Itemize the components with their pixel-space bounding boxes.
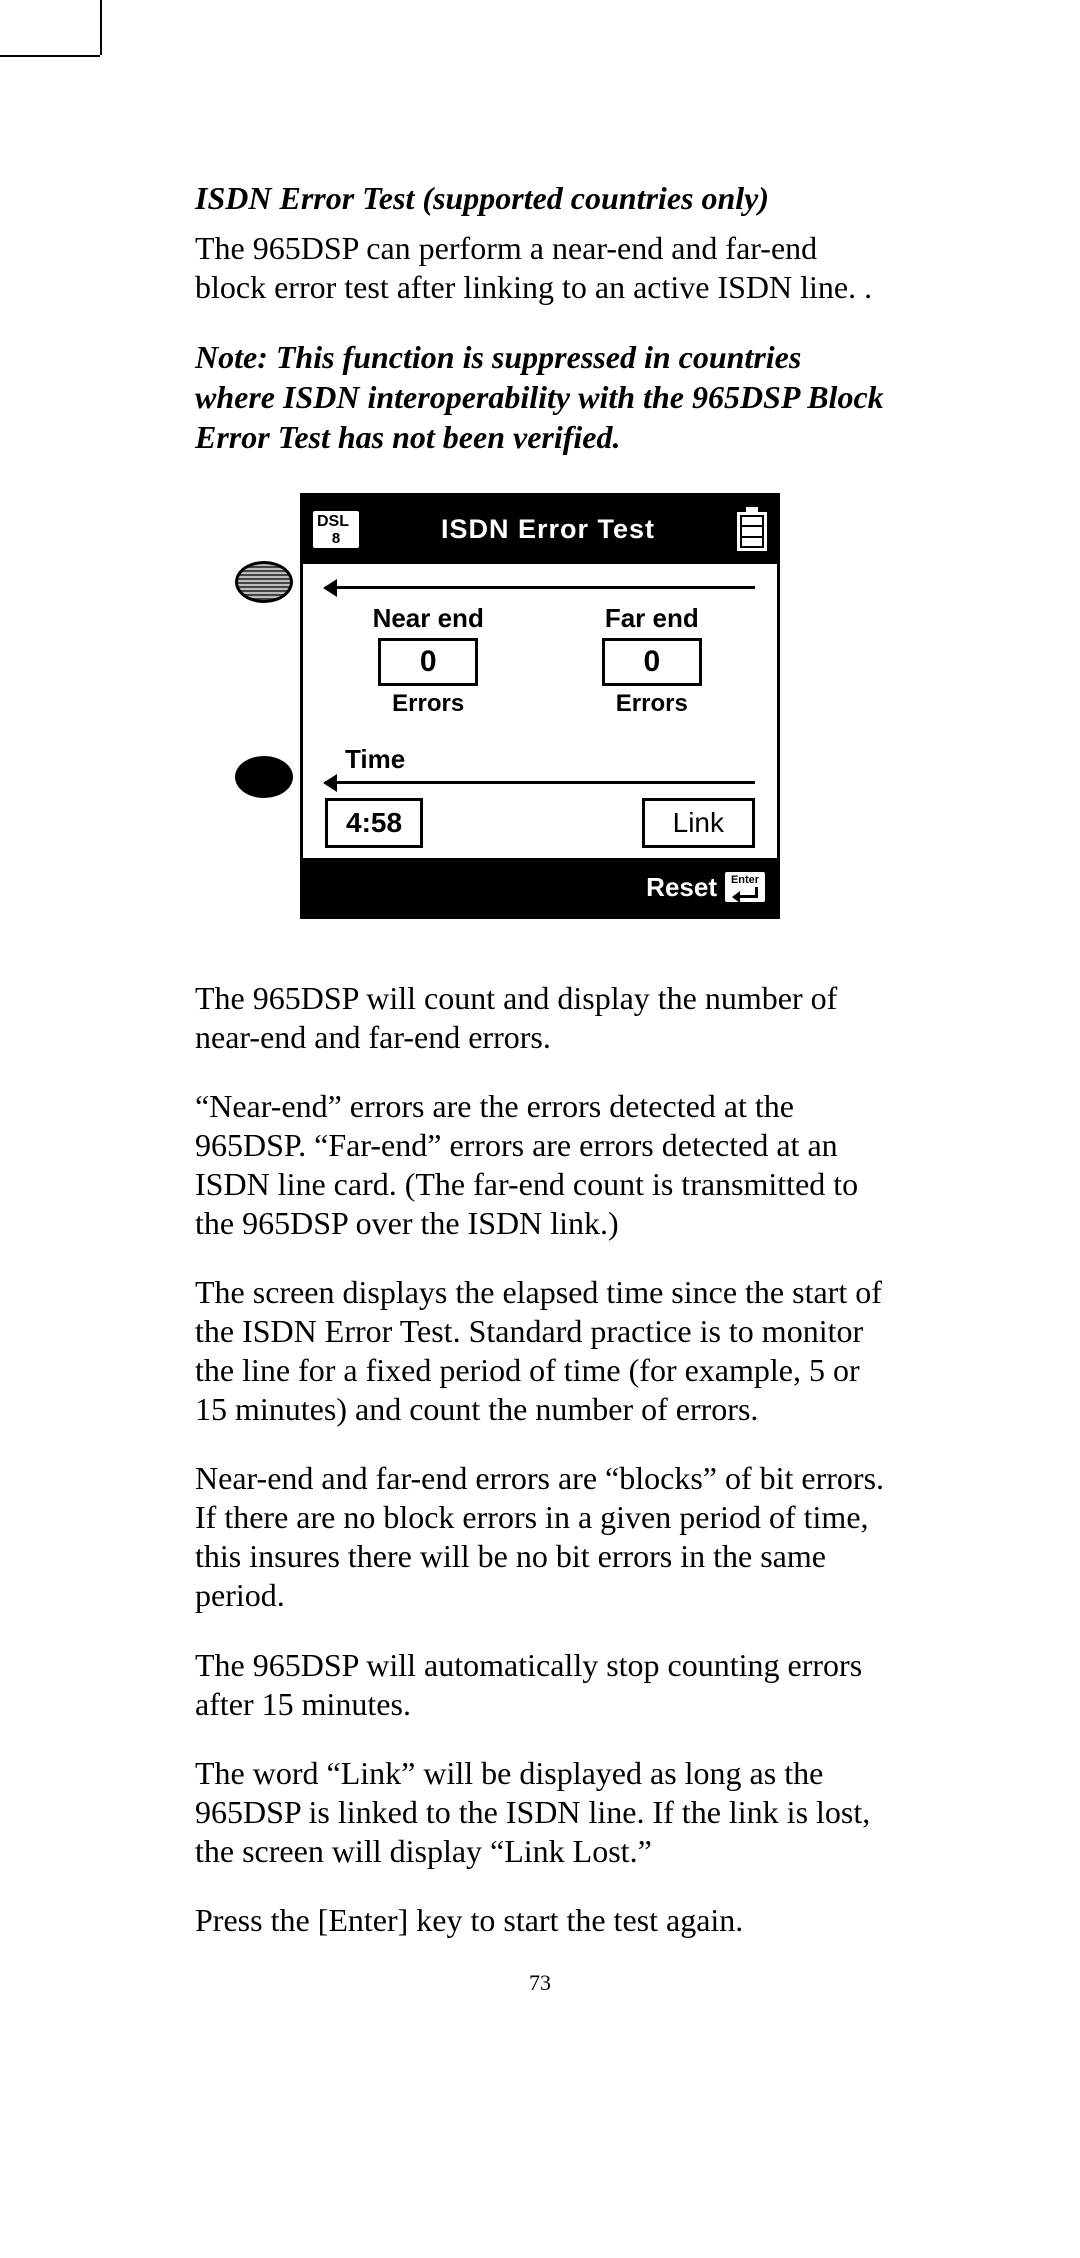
paragraph: The 965DSP will automatically stop count… (195, 1646, 885, 1724)
time-value: 4:58 (325, 798, 423, 848)
side-buttons (235, 561, 293, 951)
paragraph: The screen displays the elapsed time sin… (195, 1273, 885, 1429)
device-body: Near end 0 Errors Far end 0 Errors Time … (303, 564, 777, 858)
errors-row: Near end 0 Errors Far end 0 Errors (325, 603, 755, 718)
near-end-label: Near end (325, 603, 531, 634)
link-status: Link (642, 798, 755, 848)
far-end-label: Far end (549, 603, 755, 634)
device-screen: DSL 8 ISDN Error Test Near end (300, 493, 780, 919)
crop-mark (0, 55, 100, 57)
arrow-divider-icon (325, 781, 755, 784)
enter-key-label: Enter (731, 874, 759, 886)
device-figure: DSL 8 ISDN Error Test Near end (195, 493, 885, 919)
device-title: ISDN Error Test (441, 514, 655, 545)
dsl-badge: DSL 8 (313, 511, 359, 548)
page-number: 73 (195, 1970, 885, 1996)
enter-key-icon: Enter (725, 872, 765, 902)
reset-label: Reset (646, 872, 717, 903)
time-row: 4:58 Link (325, 798, 755, 848)
errors-label: Errors (325, 690, 531, 718)
crop-mark (100, 0, 102, 55)
side-button-bottom (235, 756, 293, 798)
device-header: DSL 8 ISDN Error Test (303, 496, 777, 564)
paragraph: Press the [Enter] key to start the test … (195, 1901, 885, 1940)
far-end-value: 0 (602, 638, 702, 686)
arrow-divider-icon (325, 586, 755, 589)
dsl-label: DSL (317, 513, 349, 530)
far-end-column: Far end 0 Errors (549, 603, 755, 718)
time-section: Time 4:58 Link (325, 744, 755, 848)
battery-icon (737, 507, 767, 551)
paragraph: Near-end and far-end errors are “blocks”… (195, 1459, 885, 1615)
near-end-value: 0 (378, 638, 478, 686)
near-end-column: Near end 0 Errors (325, 603, 531, 718)
time-label: Time (345, 744, 755, 775)
paragraph: The 965DSP will count and display the nu… (195, 979, 885, 1057)
device-footer: Reset Enter (303, 858, 777, 916)
note-paragraph: Note: This function is suppressed in cou… (195, 337, 885, 457)
section-heading: ISDN Error Test (supported countries onl… (195, 180, 885, 217)
side-button-top (235, 561, 293, 603)
page-content: ISDN Error Test (supported countries onl… (0, 0, 1080, 2056)
errors-label: Errors (549, 690, 755, 718)
dsl-number: 8 (317, 531, 355, 546)
intro-paragraph: The 965DSP can perform a near-end and fa… (195, 229, 885, 307)
paragraph: “Near-end” errors are the errors detecte… (195, 1087, 885, 1243)
paragraph: The word “Link” will be displayed as lon… (195, 1754, 885, 1871)
